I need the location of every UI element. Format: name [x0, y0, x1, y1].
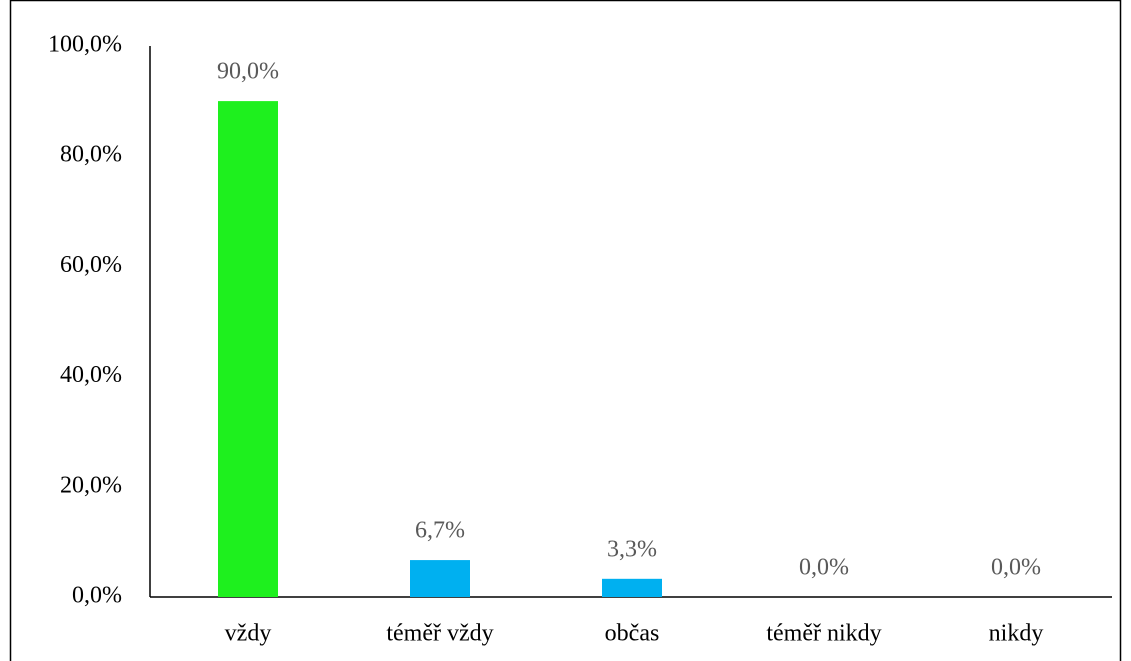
x-tick-label: téměř nikdy	[766, 621, 881, 647]
x-tick-label: občas	[605, 621, 660, 647]
x-tick-label: nikdy	[989, 621, 1044, 647]
data-label: 90,0%	[217, 59, 279, 85]
bar	[410, 560, 470, 597]
data-label: 3,3%	[607, 536, 657, 562]
data-label: 6,7%	[415, 518, 465, 544]
y-tick-label: 60,0%	[60, 252, 122, 278]
data-label: 0,0%	[799, 555, 849, 581]
x-tick-label: vždy	[225, 621, 272, 647]
y-tick-label: 0,0%	[72, 583, 122, 609]
y-tick-label: 100,0%	[48, 32, 122, 58]
y-tick-label: 20,0%	[60, 472, 122, 498]
y-tick-label: 40,0%	[60, 362, 122, 388]
bar	[602, 578, 662, 597]
y-tick-label: 80,0%	[60, 142, 122, 168]
x-tick-label: téměř vždy	[386, 621, 493, 647]
data-label: 0,0%	[991, 555, 1041, 581]
bar	[218, 101, 278, 597]
chart-frame	[9, 0, 1122, 661]
